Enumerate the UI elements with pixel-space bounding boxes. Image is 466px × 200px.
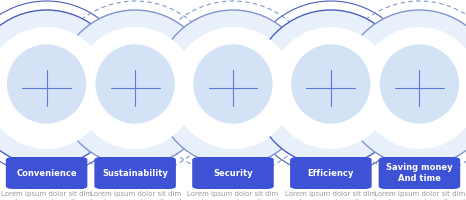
Text: Lorem ipsum dolor sit dim
amet, mea regione diamet
principes at. Cum no movi
lor: Lorem ipsum dolor sit dim amet, mea regi…: [89, 191, 182, 200]
Ellipse shape: [0, 27, 108, 149]
Ellipse shape: [380, 44, 459, 124]
Ellipse shape: [253, 10, 409, 166]
Ellipse shape: [7, 44, 86, 124]
Text: Convenience: Convenience: [16, 168, 77, 178]
Ellipse shape: [0, 10, 124, 166]
Text: Lorem ipsum dolor sit dim
amet, mea regione diamet
principes at. Cum no movi
lor: Lorem ipsum dolor sit dim amet, mea regi…: [0, 191, 93, 200]
Ellipse shape: [57, 10, 213, 166]
FancyBboxPatch shape: [192, 157, 274, 189]
Text: Lorem ipsum dolor sit dim
amet, mea regione diamet
principes at. Cum no movi
lor: Lorem ipsum dolor sit dim amet, mea regi…: [284, 191, 377, 200]
Text: Sustainability: Sustainability: [102, 168, 168, 178]
Ellipse shape: [74, 27, 196, 149]
Text: Efficiency: Efficiency: [308, 168, 354, 178]
Ellipse shape: [291, 44, 370, 124]
Text: Saving money
And time: Saving money And time: [386, 163, 452, 183]
FancyBboxPatch shape: [290, 157, 371, 189]
Ellipse shape: [358, 27, 466, 149]
Text: Lorem ipsum dolor sit dim
amet, mea regione diamet
principes at. Cum no movi
lor: Lorem ipsum dolor sit dim amet, mea regi…: [186, 191, 280, 200]
Ellipse shape: [96, 44, 175, 124]
FancyBboxPatch shape: [378, 157, 460, 189]
Ellipse shape: [155, 10, 311, 166]
Ellipse shape: [172, 27, 294, 149]
FancyBboxPatch shape: [94, 157, 176, 189]
FancyBboxPatch shape: [6, 157, 88, 189]
Text: Security: Security: [213, 168, 253, 178]
Ellipse shape: [193, 44, 273, 124]
Ellipse shape: [270, 27, 392, 149]
Text: Lorem ipsum dolor sit dim
amet, mea regione diamet
principes at. Cum no movi
lor: Lorem ipsum dolor sit dim amet, mea regi…: [373, 191, 466, 200]
Ellipse shape: [342, 10, 466, 166]
